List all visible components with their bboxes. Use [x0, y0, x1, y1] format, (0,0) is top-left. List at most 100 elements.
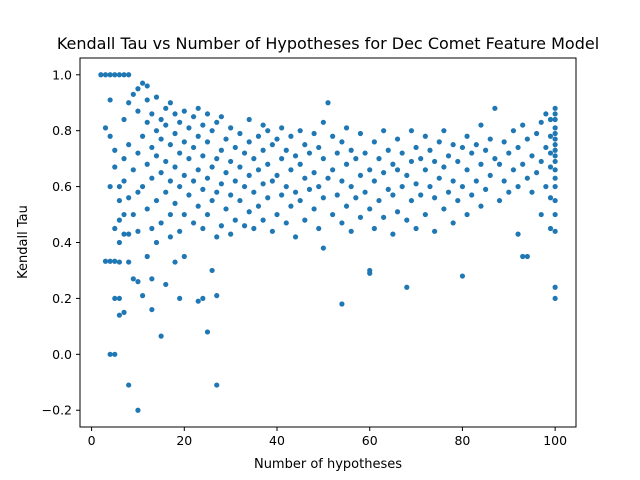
scatter-point — [200, 186, 206, 192]
scatter-point — [228, 125, 234, 131]
scatter-point — [357, 214, 364, 220]
scatter-point — [269, 142, 275, 148]
scatter-point — [339, 301, 345, 307]
scatter-point — [538, 119, 544, 125]
scatter-point — [139, 293, 146, 299]
scatter-point — [121, 211, 127, 218]
scatter-point — [126, 231, 132, 237]
scatter-point — [547, 225, 554, 232]
scatter-point — [218, 223, 224, 229]
scatter-point — [288, 203, 294, 209]
scatter-point — [506, 189, 512, 195]
scatter-point — [121, 178, 127, 184]
scatter-point — [209, 164, 215, 170]
scatter-point — [153, 197, 160, 204]
scatter-point — [181, 139, 187, 145]
scatter-point — [390, 231, 396, 237]
scatter-point — [112, 351, 118, 357]
scatter-point — [515, 144, 521, 151]
x-tick-label: 40 — [269, 433, 285, 448]
scatter-point — [195, 167, 201, 173]
scatter-point — [302, 175, 308, 181]
y-tick-label: 0.8 — [52, 123, 72, 138]
scatter-point — [214, 119, 220, 125]
scatter-point — [121, 72, 127, 78]
scatter-point — [112, 225, 118, 232]
scatter-point — [330, 167, 336, 173]
scatter-point — [552, 175, 558, 181]
scatter-point — [167, 142, 173, 148]
scatter-point — [149, 276, 155, 282]
scatter-point — [102, 125, 109, 131]
scatter-point — [204, 175, 211, 181]
scatter-point — [339, 139, 345, 145]
scatter-point — [552, 167, 558, 173]
scatter-point — [223, 206, 229, 212]
scatter-point — [552, 153, 558, 159]
scatter-point — [459, 273, 466, 279]
scatter-point — [177, 119, 183, 125]
scatter-point — [478, 161, 484, 167]
scatter-point — [515, 183, 521, 190]
scatter-point — [190, 114, 197, 120]
scatter-point — [432, 195, 438, 201]
scatter-point — [130, 276, 136, 282]
scatter-point — [209, 197, 215, 204]
scatter-point — [241, 150, 248, 156]
scatter-point — [547, 195, 554, 201]
scatter-point — [464, 211, 470, 218]
scatter-point — [163, 122, 169, 128]
scatter-point — [116, 72, 123, 78]
scatter-point — [204, 139, 211, 145]
scatter-point — [552, 147, 558, 153]
scatter-point — [510, 128, 517, 134]
scatter-point — [334, 150, 340, 156]
scatter-point — [339, 178, 345, 184]
scatter-point — [524, 253, 530, 260]
scatter-point — [172, 200, 178, 206]
scatter-point — [413, 225, 419, 232]
scatter-point — [316, 183, 322, 190]
x-axis-label: Number of hypotheses — [254, 457, 402, 472]
scatter-point — [126, 195, 132, 201]
scatter-point — [209, 128, 215, 134]
scatter-point — [260, 122, 266, 128]
scatter-point — [288, 167, 294, 173]
scatter-point — [348, 228, 354, 234]
scatter-point — [376, 197, 382, 204]
scatter-point — [279, 125, 285, 131]
scatter-point — [274, 136, 280, 142]
scatter-point — [464, 167, 470, 173]
scatter-point — [371, 178, 377, 184]
scatter-point — [385, 147, 391, 153]
scatter-point — [246, 209, 252, 215]
scatter-point — [172, 259, 178, 265]
scatter-point — [158, 333, 164, 339]
points-layer — [98, 72, 558, 413]
scatter-point — [413, 144, 419, 151]
scatter-point — [195, 105, 201, 111]
scatter-point — [445, 153, 452, 159]
scatter-point — [529, 153, 535, 159]
scatter-point — [121, 116, 127, 123]
scatter-point — [552, 183, 558, 190]
scatter-point — [232, 217, 238, 223]
scatter-point — [135, 86, 141, 92]
scatter-point — [149, 225, 155, 232]
scatter-point — [543, 111, 549, 117]
scatter-point — [135, 150, 141, 156]
scatter-point — [320, 195, 326, 201]
scatter-point — [404, 284, 410, 290]
scatter-point — [297, 161, 303, 167]
scatter-point — [316, 144, 322, 151]
scatter-point — [283, 220, 289, 226]
scatter-point — [167, 211, 173, 218]
scatter-point — [422, 211, 428, 218]
scatter-point — [107, 133, 113, 139]
scatter-point — [515, 231, 521, 237]
scatter-point — [274, 211, 280, 218]
scatter-point — [492, 105, 498, 111]
scatter-point — [265, 128, 271, 134]
scatter-point — [255, 133, 262, 139]
scatter-point — [450, 142, 456, 148]
